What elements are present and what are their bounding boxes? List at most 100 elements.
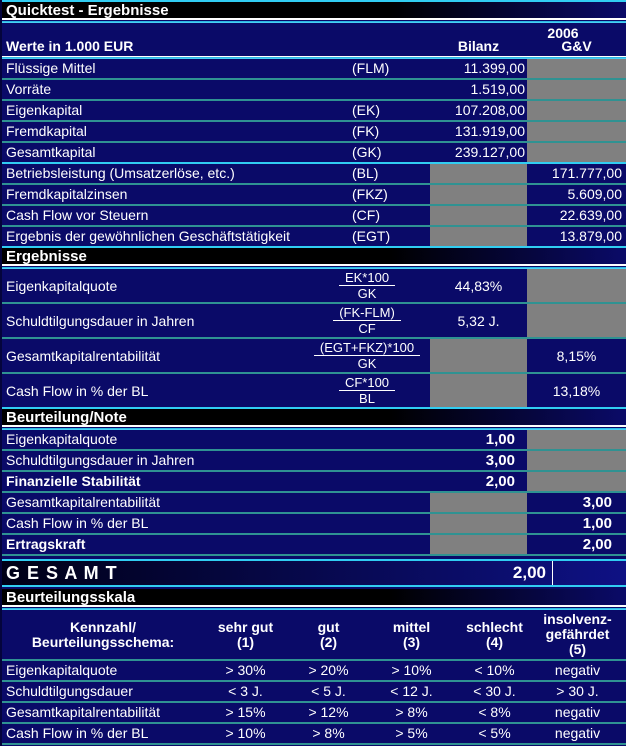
gv-disabled-cell[interactable] — [527, 451, 626, 470]
row-label: Schuldtilgungsdauer in Jahren — [6, 312, 195, 329]
row-label: Gesamtkapitalrentabilität — [6, 704, 161, 720]
table-header: 2006 Werte in 1.000 EUR Bilanz G&V — [2, 23, 626, 57]
total-row: G E S A M T 2,00 — [2, 559, 626, 587]
gv-disabled-cell[interactable] — [527, 304, 626, 337]
bilanz-value-cell[interactable]: 131.919,00 — [454, 123, 525, 139]
gv-result-cell[interactable]: 13,18% — [552, 382, 601, 399]
column-header-gv: G&V — [561, 38, 592, 54]
bilanz-result-cell[interactable]: 5,32 J. — [457, 312, 500, 329]
gv-rating-cell[interactable]: 1,00 — [582, 515, 612, 532]
row-label: Cash Flow vor Steuern — [6, 207, 149, 223]
bilanz-disabled-cell[interactable] — [430, 185, 527, 204]
row-label: Ertragskraft — [6, 536, 86, 552]
row-label: Schuldtilgungsdauer — [6, 683, 133, 699]
bilanz-rating-cell[interactable]: 2,00 — [485, 473, 515, 490]
row-code: (FKZ) — [352, 186, 388, 202]
scale-cell: < 3 J. — [228, 683, 263, 699]
row-code — [350, 80, 430, 99]
bilanz-disabled-cell[interactable] — [430, 339, 527, 372]
gv-disabled-cell[interactable] — [527, 472, 626, 491]
row-code: (CF) — [352, 207, 380, 223]
table-row: Fremdkapital (FK) 131.919,00 — [2, 122, 626, 143]
scale-cell: < 10% — [474, 662, 515, 678]
table-row: Fremdkapitalzinsen (FKZ) 5.609,00 — [2, 185, 626, 206]
formula-numerator: (FK-FLM) — [333, 305, 401, 321]
bilanz-value-cell[interactable]: 1.519,00 — [470, 81, 526, 97]
bilanz-value-cell[interactable]: 11.399,00 — [463, 60, 525, 76]
gv-disabled-cell[interactable] — [527, 430, 626, 449]
scale-col-insolvenz: insolvenz- gefährdet (5) — [543, 611, 612, 657]
section-title-results: Ergebnisse — [2, 248, 626, 266]
formula-denominator: GK — [357, 356, 377, 371]
row-label: Ergebnis der gewöhnlichen Geschäftstätig… — [6, 228, 291, 244]
row-code: (GK) — [352, 144, 382, 160]
total-value-cell[interactable]: 2,00 — [430, 561, 553, 585]
formula: (FK-FLM) CF — [304, 304, 430, 337]
scale-header-label: Kennzahl/ Beurteilungsschema: — [31, 618, 175, 650]
bilanz-value-cell[interactable]: 239.127,00 — [454, 144, 525, 160]
divider — [2, 428, 626, 430]
row-label: Vorräte — [6, 81, 52, 97]
divider — [2, 267, 626, 269]
bilanz-result-cell[interactable]: 44,83% — [454, 277, 503, 294]
top-divider — [2, 0, 626, 2]
scale-cell: < 12 J. — [390, 683, 433, 699]
divider — [2, 608, 626, 610]
formula-denominator: CF — [358, 321, 376, 336]
gv-value-cell[interactable]: 5.609,00 — [567, 186, 623, 202]
divider — [2, 57, 626, 59]
result-row: Cash Flow in % der BL CF*100 BL 13,18% — [2, 374, 626, 409]
gv-disabled-cell[interactable] — [527, 101, 626, 120]
row-label: Flüssige Mittel — [6, 60, 96, 76]
scale-cell: > 15% — [225, 704, 266, 720]
scale-col-mittel: mittel (3) — [392, 618, 431, 650]
column-header-bilanz: Bilanz — [457, 38, 500, 54]
scale-row: Cash Flow in % der BL > 10% > 8% > 5% < … — [2, 724, 626, 745]
bilanz-value-cell[interactable]: 107.208,00 — [454, 102, 525, 118]
scale-cell: > 8% — [312, 725, 345, 741]
gv-disabled-cell[interactable] — [527, 80, 626, 99]
row-label: Cash Flow in % der BL — [6, 725, 149, 741]
bilanz-disabled-cell[interactable] — [430, 374, 527, 407]
rating-row: Gesamtkapitalrentabilität 3,00 — [2, 493, 626, 514]
bilanz-disabled-cell[interactable] — [430, 227, 527, 246]
section-title-rating: Beurteilung/Note — [2, 409, 626, 427]
rating-row: Schuldtilgungsdauer in Jahren 3,00 — [2, 451, 626, 472]
scale-cell: > 10% — [391, 662, 432, 678]
divider — [2, 21, 626, 23]
gv-rating-cell[interactable]: 3,00 — [582, 494, 612, 511]
page-title: Quicktest - Ergebnisse — [2, 2, 626, 20]
formula-denominator: BL — [359, 391, 375, 406]
row-label: Eigenkapitalquote — [6, 662, 118, 678]
result-row: Schuldtilgungsdauer in Jahren (FK-FLM) C… — [2, 304, 626, 339]
gv-disabled-cell[interactable] — [527, 143, 626, 162]
gv-rating-cell[interactable]: 2,00 — [582, 536, 612, 553]
table-row: Gesamtkapital (GK) 239.127,00 — [2, 143, 626, 164]
row-label: Betriebsleistung (Umsatzerlöse, etc.) — [6, 165, 235, 181]
scale-cell: > 5% — [395, 725, 428, 741]
gv-value-cell[interactable]: 171.777,00 — [551, 165, 622, 181]
bilanz-disabled-cell[interactable] — [430, 206, 527, 225]
table-row: Cash Flow vor Steuern (CF) 22.639,00 — [2, 206, 626, 227]
gv-disabled-cell[interactable] — [527, 122, 626, 141]
formula-numerator: EK*100 — [338, 270, 396, 286]
gv-disabled-cell[interactable] — [527, 269, 626, 302]
row-label: Eigenkapital — [6, 102, 83, 118]
table-row: Flüssige Mittel (FLM) 11.399,00 — [2, 59, 626, 80]
bilanz-disabled-cell[interactable] — [430, 535, 527, 554]
row-label: Eigenkapitalquote — [6, 431, 118, 447]
bilanz-rating-cell[interactable]: 3,00 — [485, 452, 515, 469]
row-label: Gesamtkapitalrentabilität — [6, 494, 161, 510]
scale-cell: negativ — [554, 704, 601, 720]
bilanz-disabled-cell[interactable] — [430, 164, 527, 183]
gv-value-cell[interactable]: 13.879,00 — [559, 228, 622, 244]
bilanz-disabled-cell[interactable] — [430, 493, 527, 512]
gv-disabled-cell[interactable] — [527, 59, 626, 78]
bilanz-disabled-cell[interactable] — [430, 514, 527, 533]
row-label: Fremdkapitalzinsen — [6, 186, 128, 202]
bilanz-rating-cell[interactable]: 1,00 — [485, 431, 515, 448]
scale-row: Gesamtkapitalrentabilität > 15% > 12% > … — [2, 703, 626, 724]
scale-cell: > 20% — [308, 662, 349, 678]
gv-value-cell[interactable]: 22.639,00 — [559, 207, 622, 223]
gv-result-cell[interactable]: 8,15% — [556, 347, 597, 364]
